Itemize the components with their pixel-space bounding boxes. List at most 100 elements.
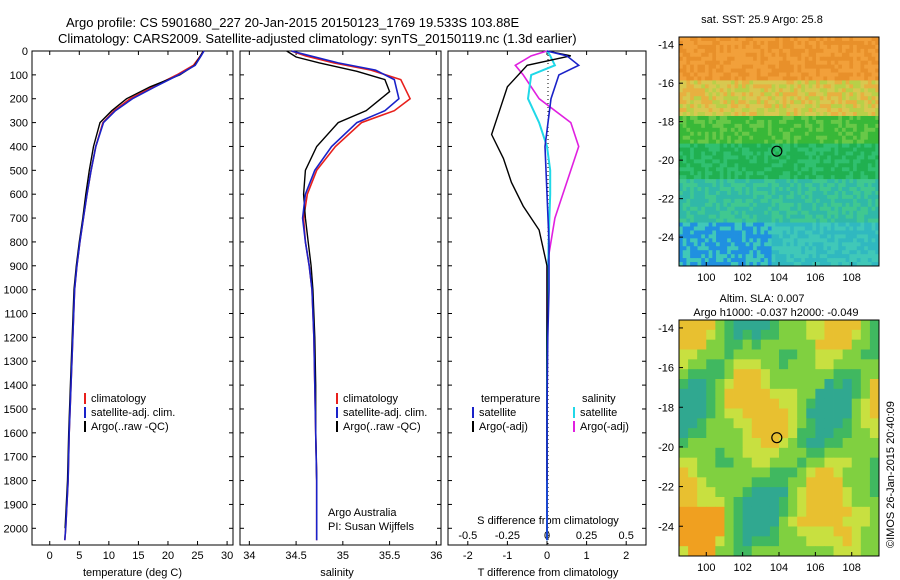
sst-map-cell xyxy=(804,194,810,200)
sst-map-cell xyxy=(708,37,713,42)
sst-map-cell xyxy=(764,143,769,148)
sst-map-cell xyxy=(779,100,784,105)
sla-map-cell xyxy=(806,438,816,449)
sla-map-cell xyxy=(824,388,834,400)
sla-map-cell xyxy=(733,516,744,527)
sst-map-cell xyxy=(867,100,872,105)
sst-map-cell xyxy=(782,37,787,42)
sst-map-cell xyxy=(745,238,750,243)
sst-map-cell xyxy=(723,68,728,73)
sst-map-cell xyxy=(749,56,754,62)
sla-map-cell xyxy=(742,428,753,439)
sst-map-cell xyxy=(753,250,758,255)
sst-map-cell xyxy=(871,202,876,208)
sst-map-cell xyxy=(875,254,880,259)
sst-map-cell xyxy=(838,198,843,204)
sst-map-cell xyxy=(808,194,813,200)
sst-map-cell xyxy=(693,104,698,109)
sst-map-cell xyxy=(864,135,869,141)
sst-map-cell xyxy=(767,37,772,42)
sst-map-cell xyxy=(816,250,821,255)
sst-map-cell xyxy=(723,139,728,145)
sst-map-cell xyxy=(756,194,761,200)
sst-map-cell xyxy=(782,210,787,216)
sst-map-cell xyxy=(793,80,798,85)
sst-map-cell xyxy=(693,80,698,85)
sst-map-cell xyxy=(686,52,691,58)
sst-lat-tick-label: -14 xyxy=(658,40,674,52)
sst-map-cell xyxy=(756,40,761,46)
sst-map-cell xyxy=(723,104,728,109)
sst-map-cell xyxy=(801,175,806,180)
sst-map-cell xyxy=(679,159,684,164)
sst-map-cell xyxy=(716,238,721,243)
sst-map-cell xyxy=(730,48,735,54)
sst-map-cell xyxy=(793,60,798,66)
sst-map-cell xyxy=(819,131,824,137)
sst-map-cell xyxy=(745,48,750,54)
sla-map-cell xyxy=(824,398,834,409)
sla-map-cell xyxy=(706,506,716,518)
sst-map-cell xyxy=(864,119,869,125)
sst-map-cell xyxy=(804,206,810,212)
sst-map-cell xyxy=(797,96,802,101)
sst-map-cell xyxy=(775,218,780,223)
sst-map-cell xyxy=(830,143,835,148)
sst-map-cell xyxy=(841,131,847,137)
sla-map-cell xyxy=(833,497,844,508)
sla-map-cell xyxy=(706,320,716,331)
sst-map-cell xyxy=(845,112,850,117)
sst-map-cell xyxy=(812,104,817,109)
sst-map-cell xyxy=(697,131,702,137)
sst-map-cell xyxy=(801,238,806,243)
depth-tick-label: 500 xyxy=(10,165,28,177)
sst-map-cell xyxy=(727,246,732,251)
sst-map-cell xyxy=(786,190,791,196)
sst-map-cell xyxy=(853,112,858,117)
sst-map-cell xyxy=(745,143,750,148)
sla-map-cell xyxy=(860,329,871,341)
sst-map-cell xyxy=(849,210,854,216)
sst-map-cell xyxy=(682,167,687,172)
sst-map-cell xyxy=(686,72,691,77)
sla-map-cell xyxy=(851,487,862,498)
sla-map-cell xyxy=(733,428,744,439)
sst-map-cell xyxy=(827,60,832,66)
sla-map-cell xyxy=(769,408,780,419)
sst-map-cell xyxy=(682,56,687,62)
sst-map-cell xyxy=(841,155,847,160)
sst-map-cell xyxy=(749,230,754,235)
sst-map-cell xyxy=(779,72,784,77)
sst-map-cell xyxy=(693,258,698,263)
sst-map-cell xyxy=(779,258,784,263)
difference-T-xtick-label: -2 xyxy=(463,550,473,562)
sst-map-cell xyxy=(834,44,839,50)
sst-map-cell xyxy=(723,80,728,85)
sst-map-cell xyxy=(853,175,858,180)
sla-map-cell xyxy=(797,388,807,400)
sst-map-cell xyxy=(723,108,728,113)
sst-map-cell xyxy=(738,183,743,188)
sst-map-cell xyxy=(845,139,850,145)
sst-map-cell xyxy=(779,238,784,243)
sst-map-cell xyxy=(812,40,817,46)
sst-map-cell xyxy=(767,194,772,200)
sst-map-cell xyxy=(808,258,813,263)
sst-map-cell xyxy=(734,92,739,97)
sst-map-cell xyxy=(775,92,780,97)
sst-map-cell xyxy=(716,127,721,133)
sst-map-cell xyxy=(816,202,821,208)
sla-map-cell xyxy=(760,447,771,459)
sst-map-cell xyxy=(867,68,872,73)
sst-map-cell xyxy=(875,84,880,89)
sla-map-cell xyxy=(760,418,771,429)
sst-map-cell xyxy=(875,151,880,156)
sst-map-cell xyxy=(819,40,824,46)
sst-map-cell xyxy=(734,52,739,58)
sst-map-cell xyxy=(801,210,806,216)
sst-map-cell xyxy=(827,159,832,164)
sst-map-cell xyxy=(741,131,747,137)
sst-map-cell xyxy=(756,262,761,267)
sst-map-cell xyxy=(697,258,702,263)
sst-map-cell xyxy=(845,131,850,137)
